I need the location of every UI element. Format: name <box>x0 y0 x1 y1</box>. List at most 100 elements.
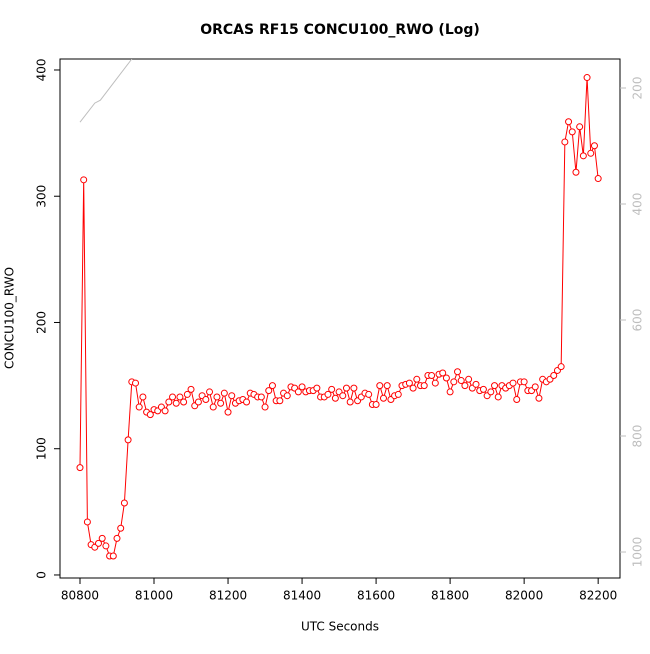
data-point <box>220 389 228 397</box>
y2-tick-label: 200 <box>631 77 645 100</box>
data-point <box>405 379 413 387</box>
y-tick-label: 400 <box>35 59 49 82</box>
data-point <box>243 398 251 406</box>
data-point <box>194 398 202 406</box>
data-point <box>590 142 598 150</box>
x-tick-label: 81400 <box>283 589 321 603</box>
data-point <box>531 383 539 391</box>
data-point <box>202 395 210 403</box>
y-axis-label: CONCU100_RWO <box>3 267 17 369</box>
data-point <box>420 382 428 390</box>
data-point <box>565 118 573 126</box>
x-tick-label: 81200 <box>209 589 247 603</box>
x-axis-label: UTC Seconds <box>301 620 379 634</box>
data-point <box>165 398 173 406</box>
data-point <box>294 388 302 396</box>
y-tick-label: 300 <box>35 185 49 208</box>
data-point <box>576 123 584 131</box>
y2-tick-label: 800 <box>631 425 645 448</box>
data-point <box>257 393 265 401</box>
data-point <box>394 390 402 398</box>
data-point <box>376 382 384 390</box>
data-point <box>428 372 436 380</box>
data-point <box>224 408 232 416</box>
data-point <box>169 393 177 401</box>
data-point <box>579 152 587 160</box>
data-point <box>509 379 517 387</box>
data-point <box>331 394 339 402</box>
data-point <box>342 384 350 392</box>
data-point <box>313 384 321 392</box>
data-point <box>442 374 450 382</box>
data-point <box>217 399 225 407</box>
data-point <box>283 392 291 400</box>
data-point <box>465 375 473 383</box>
data-point <box>383 382 391 390</box>
data-point <box>298 383 306 391</box>
plot-box <box>59 58 621 579</box>
data-point <box>139 393 147 401</box>
data-point <box>265 387 273 395</box>
data-point <box>161 407 169 415</box>
y2-tick-label: 400 <box>631 193 645 216</box>
data-point <box>261 403 269 411</box>
data-point <box>76 464 84 472</box>
data-point <box>513 395 521 403</box>
data-point <box>94 539 102 547</box>
x-tick-label: 82000 <box>505 589 543 603</box>
data-point <box>183 390 191 398</box>
data-point <box>132 379 140 387</box>
data-point <box>587 149 595 157</box>
x-tick-label: 81000 <box>135 589 173 603</box>
y-tick-label: 200 <box>35 311 49 334</box>
data-point <box>446 388 454 396</box>
x-tick-label: 82200 <box>579 589 617 603</box>
data-point <box>372 401 380 409</box>
data-point <box>206 388 214 396</box>
data-point <box>83 518 91 526</box>
chart-title: ORCAS RF15 CONCU100_RWO (Log) <box>200 22 480 38</box>
data-point <box>180 398 188 406</box>
data-point <box>339 392 347 400</box>
data-point <box>439 369 447 377</box>
data-point <box>268 382 276 390</box>
data-point <box>472 380 480 388</box>
data-point <box>109 552 117 560</box>
y-tick-label: 0 <box>35 571 49 579</box>
data-point <box>550 372 558 380</box>
plot-area <box>76 59 602 560</box>
x-tick-label: 81600 <box>357 589 395 603</box>
x-tick-label: 80800 <box>61 589 99 603</box>
y-tick-label: 100 <box>35 437 49 460</box>
data-point <box>379 394 387 402</box>
data-point <box>102 542 110 550</box>
series-line <box>79 77 599 557</box>
data-point <box>117 524 125 532</box>
x-tick-label: 81800 <box>431 589 469 603</box>
data-point <box>276 397 284 405</box>
data-point <box>135 403 143 411</box>
data-point <box>479 385 487 393</box>
data-point <box>172 399 180 407</box>
data-point <box>146 411 154 419</box>
data-point <box>98 534 106 542</box>
data-point <box>187 385 195 393</box>
data-point <box>583 74 591 82</box>
data-point <box>409 384 417 392</box>
data-point <box>120 499 128 507</box>
data-point <box>461 382 469 390</box>
data-point <box>491 382 499 390</box>
data-point <box>487 388 495 396</box>
data-point <box>454 368 462 376</box>
data-point <box>594 175 602 183</box>
data-point <box>431 379 439 387</box>
data-point <box>557 363 565 371</box>
data-point <box>413 375 421 383</box>
y2-tick-label: 600 <box>631 309 645 332</box>
data-point <box>520 378 528 386</box>
data-point <box>450 378 458 386</box>
data-point <box>176 393 184 401</box>
data-point <box>213 393 221 401</box>
data-point <box>568 128 576 136</box>
